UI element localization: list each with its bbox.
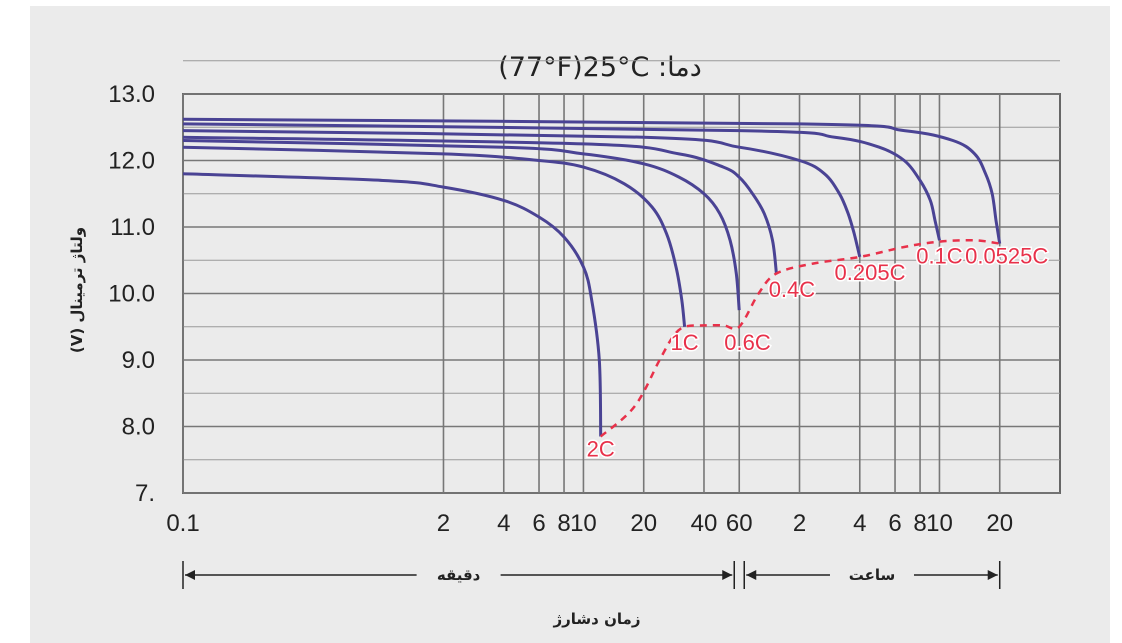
x-tick-label: 2 bbox=[793, 510, 806, 537]
discharge-curve-0.205C bbox=[182, 129, 862, 258]
grid bbox=[182, 60, 1061, 494]
discharge-curve-1C bbox=[182, 145, 687, 327]
x-tick-label: 20 bbox=[630, 510, 657, 537]
curve-label-0.205C: 0.205C bbox=[835, 260, 906, 285]
y-tick-label: 10.0 bbox=[108, 281, 155, 308]
left-arrowhead-icon bbox=[185, 570, 195, 580]
x-tick-label: 6 bbox=[532, 510, 545, 537]
x-axis-label: زمان دشارژ bbox=[553, 610, 641, 628]
discharge-curves bbox=[182, 117, 1002, 437]
x-tick-label: 8 bbox=[557, 510, 570, 537]
discharge-curve-2C bbox=[182, 172, 603, 437]
x-unit-group-label: دقیقه bbox=[437, 566, 481, 584]
curve-label-0.0525C: 0.0525C bbox=[965, 244, 1048, 269]
chart-background bbox=[30, 6, 1110, 643]
left-arrowhead-icon bbox=[746, 570, 757, 580]
x-tick-label: 10 bbox=[926, 510, 953, 537]
x-tick-label: 4 bbox=[853, 510, 866, 537]
y-tick-label: 11.0 bbox=[110, 214, 155, 241]
y-tick-label: 8.0 bbox=[122, 414, 155, 441]
discharge-curve-0.0525C bbox=[182, 117, 1002, 244]
y-tick-label: 12.0 bbox=[108, 148, 155, 175]
cutoff-voltage-line bbox=[599, 238, 1000, 438]
discharge-curve-0.4C bbox=[182, 135, 778, 274]
x-tick-label: 4 bbox=[497, 510, 510, 537]
curve-label-0.4C: 0.4C bbox=[769, 277, 816, 302]
discharge-curve-0.6C bbox=[182, 139, 741, 311]
right-arrowhead-icon bbox=[722, 570, 733, 580]
cutoff-curve bbox=[599, 238, 1000, 438]
x-tick-labels: 0.1 2 4 6 8 10 20 40 60 2 4 6 8 10 20 bbox=[166, 510, 1013, 537]
x-tick-label: 8 bbox=[913, 510, 926, 537]
curve-label-2C: 2C bbox=[587, 436, 615, 461]
curve-label-1C: 1C bbox=[671, 330, 699, 355]
y-tick-label: 9.0 bbox=[122, 347, 155, 374]
y-tick-label: 7. bbox=[135, 480, 155, 507]
x-unit-group-label: ساعت bbox=[849, 566, 896, 584]
x-tick-label: 60 bbox=[726, 510, 753, 537]
y-axis-label: (V) ولتاژ ترمینال bbox=[68, 227, 86, 353]
x-tick-label: 40 bbox=[691, 510, 718, 537]
curve-labels: 2C 1C 0.6C 0.4C 0.205C 0.1C 0.0525C bbox=[585, 242, 1050, 463]
x-tick-label: 6 bbox=[888, 510, 901, 537]
y-tick-label: 13.0 bbox=[108, 81, 155, 108]
x-tick-label: 20 bbox=[986, 510, 1013, 537]
x-tick-label: 0.1 bbox=[166, 510, 199, 537]
curve-label-0.6C: 0.6C bbox=[724, 330, 771, 355]
x-unit-groups: دقیقه ساعت bbox=[182, 561, 1001, 589]
discharge-curve-0.1C bbox=[182, 122, 941, 241]
curve-label-0.1C: 0.1C bbox=[916, 244, 963, 269]
right-arrowhead-icon bbox=[987, 570, 998, 580]
x-tick-label: 2 bbox=[437, 510, 450, 537]
y-tick-labels: 7. 8.0 9.0 10.0 11.0 12.0 13.0 bbox=[108, 81, 155, 507]
x-tick-label: 10 bbox=[570, 510, 597, 537]
chart-title: (77°F)25°C :دما bbox=[498, 52, 702, 83]
